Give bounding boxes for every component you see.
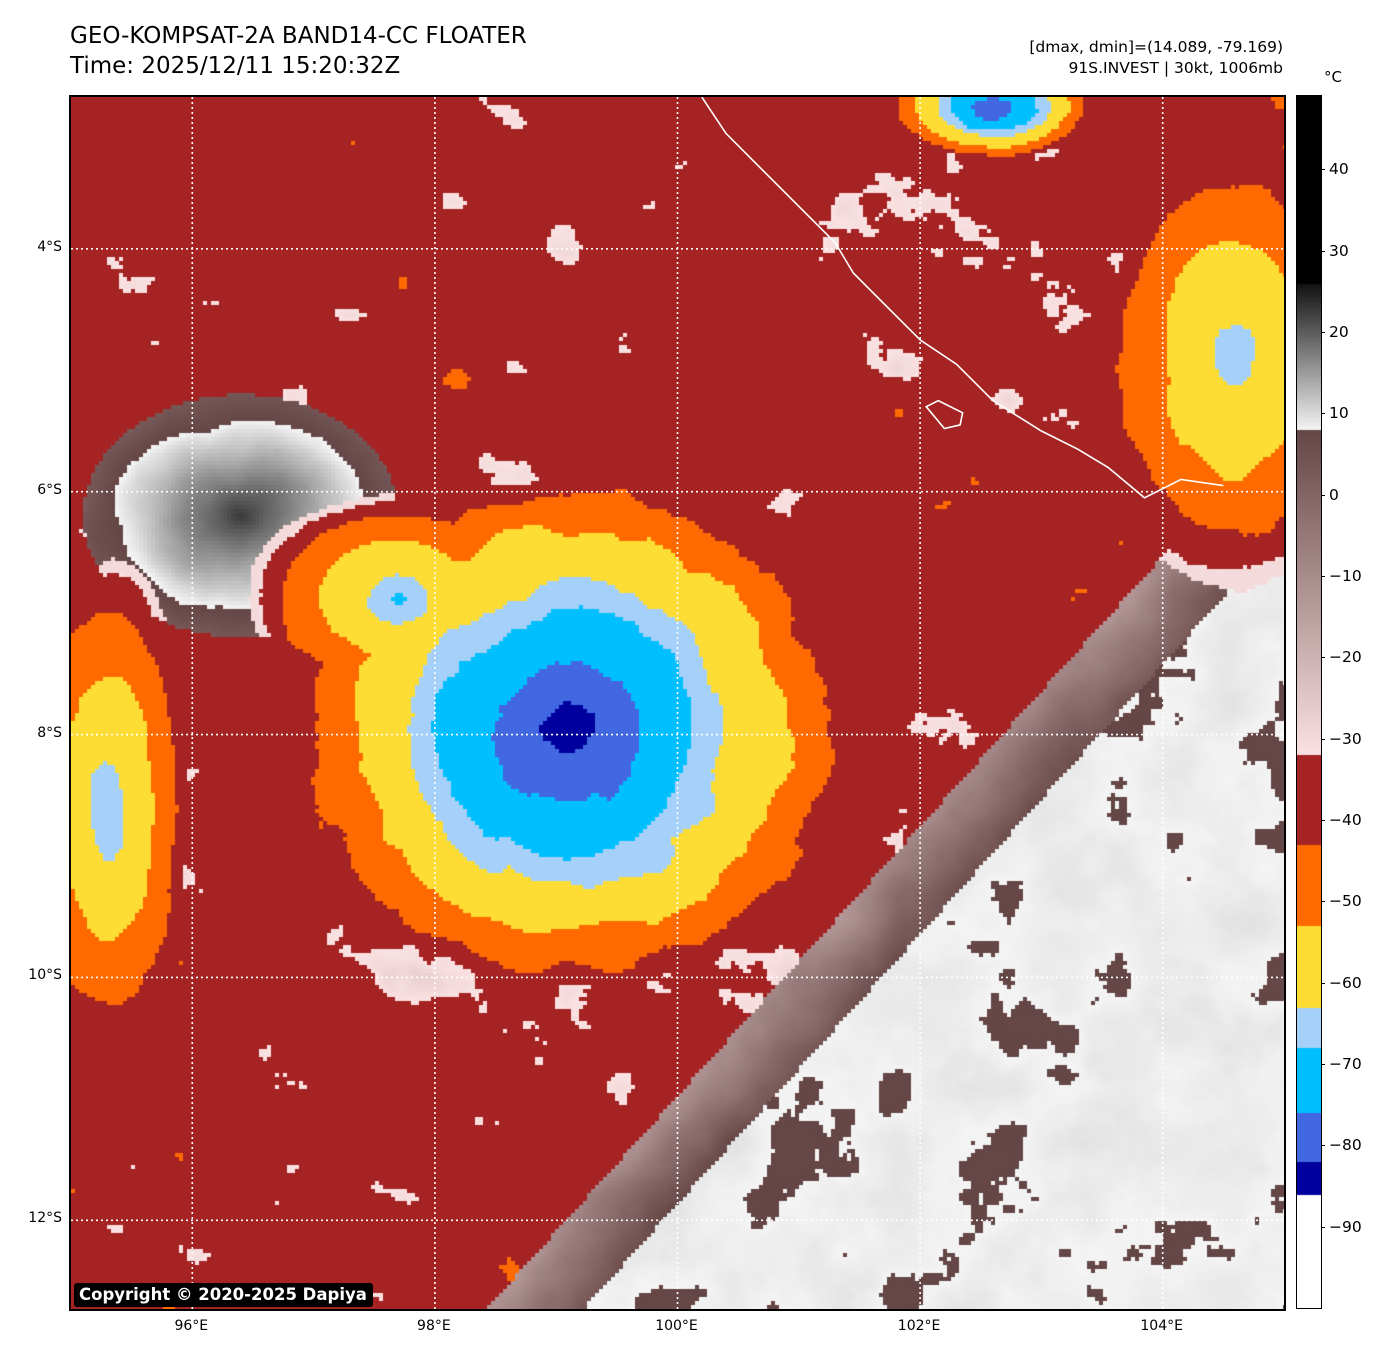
colorbar-tick-mark bbox=[1321, 901, 1325, 903]
map-overlay bbox=[71, 97, 1284, 1309]
lon-tick-label: 102°E bbox=[897, 1318, 941, 1334]
chart-title: GEO-KOMPSAT-2A BAND14-CC FLOATER bbox=[70, 23, 527, 49]
colorbar-tick-label: −20 bbox=[1329, 648, 1362, 667]
coastline bbox=[701, 97, 1224, 499]
colorbar-tick-mark bbox=[1321, 1063, 1325, 1065]
colorbar-tick-mark bbox=[1321, 494, 1325, 496]
lat-tick-label: 6°S bbox=[37, 481, 62, 498]
colorbar-tick-label: −80 bbox=[1329, 1136, 1362, 1155]
lon-tick-label: 98°E bbox=[417, 1318, 451, 1334]
colorbar-gradient bbox=[1297, 96, 1321, 1308]
colorbar-tick-label: −10 bbox=[1329, 566, 1362, 585]
colorbar-tick-label: −60 bbox=[1329, 973, 1362, 992]
colorbar-tick-label: −90 bbox=[1329, 1217, 1362, 1236]
lon-tick-label: 100°E bbox=[655, 1318, 698, 1334]
colorbar-tick-label: −30 bbox=[1329, 729, 1362, 748]
lat-tick-label: 8°S bbox=[37, 724, 62, 741]
storm-info-label: 91S.INVEST | 30kt, 1006mb bbox=[1068, 59, 1283, 77]
island-outline bbox=[924, 399, 964, 430]
timestamp-label: Time: 2025/12/11 15:20:32Z bbox=[70, 53, 401, 79]
lat-tick-label: 12°S bbox=[28, 1210, 62, 1227]
colorbar bbox=[1296, 95, 1322, 1309]
colorbar-tick-mark bbox=[1321, 819, 1325, 821]
colorbar-tick-mark bbox=[1321, 1145, 1325, 1147]
colorbar-tick-mark bbox=[1321, 575, 1325, 577]
colorbar-tick-mark bbox=[1321, 169, 1325, 171]
colorbar-tick-mark bbox=[1321, 250, 1325, 252]
colorbar-tick-mark bbox=[1321, 413, 1325, 415]
satellite-map[interactable]: Copyright © 2020-2025 Dapiya bbox=[69, 95, 1286, 1311]
colorbar-tick-label: 30 bbox=[1329, 241, 1349, 260]
colorbar-tick-label: −70 bbox=[1329, 1054, 1362, 1073]
lon-tick-label: 96°E bbox=[174, 1318, 209, 1334]
colorbar-unit: °C bbox=[1324, 68, 1342, 86]
colorbar-tick-mark bbox=[1321, 738, 1325, 740]
data-range-label: [dmax, dmin]=(14.089, -79.169) bbox=[1029, 38, 1283, 56]
colorbar-tick-mark bbox=[1321, 1226, 1325, 1228]
lon-tick-label: 104°E bbox=[1140, 1318, 1183, 1334]
colorbar-tick-label: −40 bbox=[1329, 810, 1362, 829]
colorbar-tick-label: 0 bbox=[1329, 485, 1339, 504]
colorbar-tick-label: 10 bbox=[1329, 404, 1349, 423]
colorbar-tick-mark bbox=[1321, 331, 1325, 333]
copyright-badge: Copyright © 2020-2025 Dapiya bbox=[74, 1283, 373, 1307]
colorbar-tick-label: 20 bbox=[1329, 322, 1349, 341]
lat-tick-label: 10°S bbox=[28, 967, 62, 984]
lat-tick-label: 4°S bbox=[37, 238, 62, 255]
colorbar-tick-label: −50 bbox=[1329, 892, 1362, 911]
colorbar-tick-mark bbox=[1321, 657, 1325, 659]
colorbar-tick-mark bbox=[1321, 982, 1325, 984]
colorbar-tick-label: 40 bbox=[1329, 160, 1349, 179]
